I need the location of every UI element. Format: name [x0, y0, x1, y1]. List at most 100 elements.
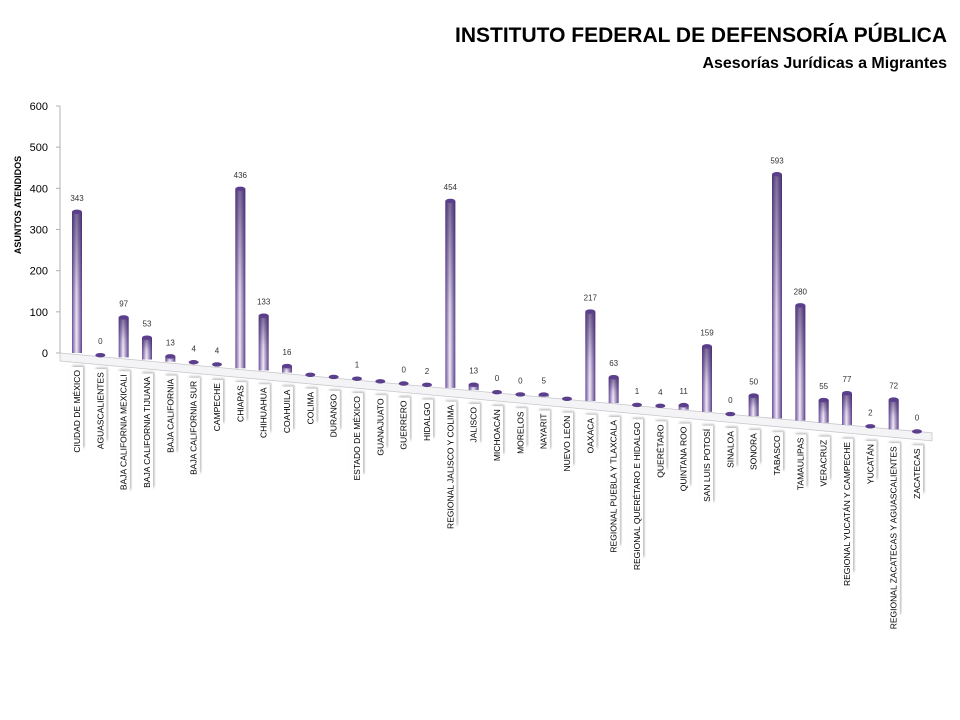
category-label-group: CHIHUAHUA	[257, 384, 270, 438]
data-label: 4	[215, 346, 220, 355]
bar-cap	[398, 381, 409, 386]
bar-cap	[865, 424, 876, 429]
category-label: QUINTANA ROO	[679, 426, 689, 491]
bar-shade	[585, 311, 596, 401]
bar-cap	[748, 393, 759, 398]
category-label-box	[164, 375, 177, 453]
category-label: HIDALGO	[422, 402, 432, 441]
category-label-box	[444, 401, 457, 527]
data-label: 72	[889, 382, 898, 391]
y-tick-label: 200	[30, 266, 48, 278]
category-label-group: VERACRUZ	[817, 436, 830, 487]
category-label-box	[211, 380, 223, 425]
category-label-box	[817, 436, 830, 481]
category-label-box	[654, 421, 667, 471]
category-label-group: CHIAPAS	[234, 382, 247, 422]
category-label-box	[911, 445, 923, 495]
data-label: 1	[355, 361, 360, 370]
category-label-group: COLIMA	[304, 388, 317, 424]
category-label-group: AGUASCALIENTES	[94, 369, 107, 449]
category-label-group: NAYARIT	[537, 410, 550, 450]
data-label: 0	[915, 413, 920, 422]
category-label-group: REGIONAL JALISCO Y COLIMA	[444, 401, 457, 529]
category-label-group: ZACATECAS	[911, 445, 923, 499]
category-label-box	[94, 369, 107, 442]
bar-shade	[818, 400, 829, 423]
category-label-box	[257, 384, 270, 434]
data-label: 0	[495, 374, 500, 383]
category-label-group: QUERÉTARO	[654, 421, 667, 478]
bar-cap	[235, 186, 246, 191]
category-label-group: YUCATÁN	[864, 441, 877, 484]
category-label: BAJA CALIFORNIA TIJUANA	[142, 376, 152, 488]
category-label-box	[724, 428, 737, 468]
category-label-group: MICHOACÁN	[491, 406, 503, 461]
data-label: 2	[425, 367, 430, 376]
category-label: ESTADO DE MÉXICO	[352, 396, 362, 481]
category-label-group: ESTADO DE MÉXICO	[351, 393, 363, 481]
bar-cap	[725, 411, 736, 417]
category-label-group: GUANAJUATO	[374, 395, 387, 456]
bar-shade	[842, 393, 852, 425]
category-label-box	[397, 397, 410, 442]
category-label-group: CAMPECHE	[211, 380, 223, 431]
bar-cap	[445, 198, 456, 204]
category-label: DURANGO	[329, 394, 339, 438]
data-label: 13	[469, 367, 478, 376]
category-label-box	[234, 382, 247, 422]
category-label-box	[281, 386, 293, 431]
category-label-box	[561, 412, 573, 467]
bar-cap	[585, 309, 596, 314]
category-label-box	[304, 388, 317, 424]
category-label-box	[701, 425, 713, 504]
bar-shade	[772, 174, 782, 419]
bar-cap	[165, 354, 176, 359]
bar-shade	[165, 356, 176, 362]
category-label-group: CIUDAD DE MÉXICO	[71, 367, 83, 453]
bar-cap	[375, 379, 386, 384]
category-label: BAJA CALIFORNIA SUR	[189, 381, 199, 475]
category-label-box	[864, 441, 877, 481]
category-label: BAJA CALIFORNIA	[165, 378, 175, 452]
category-label-group: SINALOA	[724, 428, 737, 468]
data-label: 16	[283, 348, 292, 357]
bar-cap	[608, 374, 619, 380]
category-label: OAXACA	[585, 418, 595, 454]
category-label-box	[794, 434, 807, 489]
category-label-group: QUINTANA ROO	[677, 423, 690, 491]
category-label-box	[421, 399, 433, 439]
category-label: COLIMA	[305, 391, 315, 424]
category-label: JALISCO	[469, 407, 479, 443]
bar-cap	[258, 313, 269, 318]
bar-shade	[468, 384, 479, 391]
y-tick-label: 400	[30, 183, 48, 195]
data-label: 11	[680, 387, 689, 396]
category-label-box	[584, 414, 597, 450]
category-label: YUCATÁN	[865, 444, 875, 484]
data-label: 593	[770, 156, 784, 165]
category-label-group: REGIONAL ZACATECAS Y AGUASCALIENTES	[887, 443, 900, 629]
y-tick-label: 500	[30, 142, 48, 154]
data-label: 454	[444, 183, 458, 192]
data-label: 133	[257, 298, 271, 307]
bar-cap	[795, 303, 806, 308]
category-label: SAN LUIS POTOSÍ	[702, 428, 712, 502]
category-label: ZACATECAS	[912, 448, 922, 499]
data-label: 50	[749, 378, 758, 387]
data-label: 436	[234, 171, 248, 180]
data-label: 217	[584, 294, 598, 303]
y-axis-label: ASUNTOS ATENDIDOS	[13, 156, 23, 254]
category-label: MICHOACÁN	[492, 409, 502, 461]
category-label: CHIHUAHUA	[259, 387, 269, 438]
category-label-box	[677, 423, 690, 487]
data-label: 53	[143, 320, 152, 329]
category-label: AGUASCALIENTES	[95, 372, 105, 449]
category-label-group: OAXACA	[584, 414, 597, 454]
bar-cap	[305, 372, 316, 377]
bar-shade	[608, 377, 619, 404]
bar-cap	[492, 390, 502, 395]
chart-subtitle: Asesorías Jurídicas a Migrantes	[702, 55, 947, 72]
bar-cap	[655, 403, 666, 409]
category-label: SONORA	[749, 433, 759, 470]
